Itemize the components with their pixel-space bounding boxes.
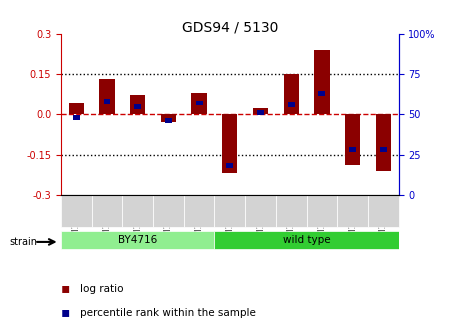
Bar [349,147,356,152]
Bar [99,79,115,114]
FancyBboxPatch shape [122,195,153,227]
FancyBboxPatch shape [153,195,184,227]
Bar [165,118,172,123]
Bar [130,95,145,114]
Bar [191,93,207,114]
Text: ▪: ▪ [61,305,70,319]
FancyBboxPatch shape [307,195,337,227]
Bar [257,110,264,115]
Bar [345,114,360,165]
FancyBboxPatch shape [61,195,91,227]
Bar [196,100,203,106]
Bar [288,102,295,107]
Bar [104,99,111,104]
Bar [253,108,268,114]
Text: GDS94 / 5130: GDS94 / 5130 [182,20,278,34]
Bar [161,114,176,122]
Bar [380,147,387,152]
Bar [68,103,84,114]
Bar [318,91,325,96]
FancyBboxPatch shape [61,231,214,249]
Bar [284,74,299,114]
FancyBboxPatch shape [214,231,399,249]
FancyBboxPatch shape [91,195,122,227]
Bar [314,50,330,114]
FancyBboxPatch shape [276,195,307,227]
FancyBboxPatch shape [337,195,368,227]
Bar [227,163,233,168]
Text: wild type: wild type [283,235,330,245]
FancyBboxPatch shape [214,195,245,227]
Bar [73,115,80,120]
Text: ▪: ▪ [61,281,70,295]
Text: strain: strain [9,237,38,247]
FancyBboxPatch shape [184,195,214,227]
Text: percentile rank within the sample: percentile rank within the sample [80,308,256,318]
Bar [376,114,391,171]
Bar [134,104,141,109]
Text: log ratio: log ratio [80,284,123,294]
Bar [222,114,237,173]
FancyBboxPatch shape [245,195,276,227]
FancyBboxPatch shape [368,195,399,227]
Text: BY4716: BY4716 [118,235,157,245]
